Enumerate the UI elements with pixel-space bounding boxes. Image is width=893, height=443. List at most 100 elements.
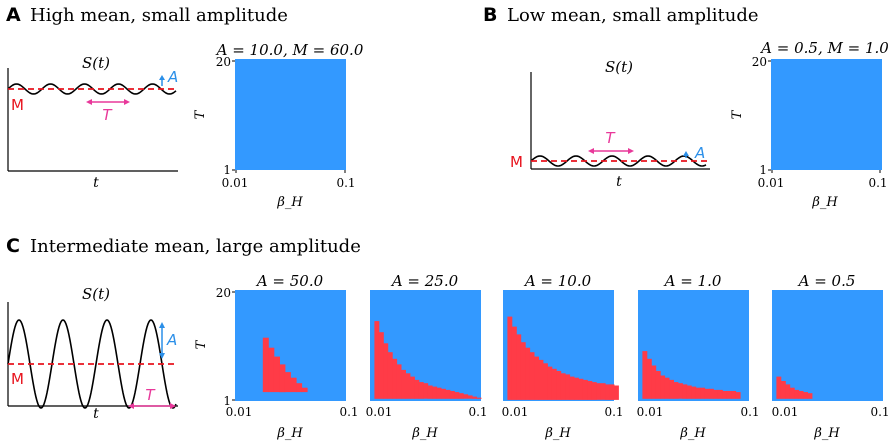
heatmap-b-ylabel: T [730, 109, 745, 119]
schematic-c-period-arrowhead-right [170, 403, 176, 409]
heatmap-red-cell [669, 379, 674, 399]
heatmap-b-background [771, 59, 882, 170]
heatmap-red-cell [427, 385, 433, 399]
heatmap-red-cell [301, 387, 308, 393]
heatmap-a-background [235, 59, 346, 170]
heatmap-red-cell [529, 352, 535, 400]
heatmap-red-cell [284, 372, 291, 393]
heatmap-c4: A = 1.0 0.01 0.1 β_H [637, 272, 760, 441]
schematic-b-amplitude-label: A [694, 144, 705, 162]
schematic-c-curve [7, 319, 177, 409]
heatmap-red-cell [582, 379, 588, 400]
heatmap-red-cell [423, 383, 429, 399]
heatmap-b-title: A = 0.5, M = 1.0 [759, 39, 889, 57]
schematic-c-title: S(t) [82, 285, 110, 303]
schematic-c-amplitude-arrowhead-down [159, 353, 165, 359]
heatmap-red-cell [560, 373, 566, 400]
heatmap-b-ytick-top: 20 [752, 55, 767, 69]
heatmap-red-cell [296, 383, 303, 393]
heatmap-red-cell [574, 377, 579, 400]
heatmap-red-cell [776, 376, 782, 399]
heatmap-c3-title: A = 10.0 [523, 272, 592, 290]
schematic-a-period-arrowhead-left [86, 99, 92, 105]
heatmap-red-cell [803, 392, 808, 399]
heatmap-b: A = 0.5, M = 1.0 20 1 0.01 0.1 β_H T [730, 39, 889, 210]
heatmap-red-cell [642, 351, 648, 399]
heatmap-c3-xtick-right: 0.1 [604, 405, 623, 419]
heatmap-c5-xtick-right: 0.1 [870, 405, 889, 419]
heatmap-red-cell [655, 371, 661, 399]
heatmap-red-cell [591, 382, 597, 400]
heatmap-red-cell [587, 381, 593, 400]
heatmap-a-ytick-top: 20 [216, 55, 231, 69]
heatmap-red-cell [785, 384, 791, 399]
heatmap-a: A = 10.0, M = 60.0 20 1 0.01 0.1 β_H T [193, 41, 364, 210]
heatmap-red-cell [726, 391, 732, 399]
heatmap-red-cell [436, 387, 442, 399]
heatmap-red-cell [609, 384, 615, 400]
heatmap-red-cell [547, 366, 553, 400]
panel-c-letter: C [6, 235, 20, 257]
panel-a-letter: A [6, 4, 21, 26]
heatmap-c1-title: A = 50.0 [255, 272, 324, 290]
schematic-b-period-arrowhead-left [588, 148, 594, 154]
schematic-c: S(t) M A T t [7, 285, 178, 422]
heatmap-c5-xtick-left: 0.01 [772, 405, 799, 419]
heatmap-red-cell [794, 389, 800, 399]
heatmap-red-cell [273, 356, 280, 393]
heatmap-c1-ytick-bottom: 1 [223, 394, 231, 408]
panel-c-title: Intermediate mean, large amplitude [30, 236, 361, 257]
schematic-c-xlabel: t [93, 406, 99, 422]
heatmap-red-cell [722, 391, 728, 399]
heatmap-c1-ylabel: T [194, 339, 209, 349]
heatmap-red-cell [807, 393, 813, 399]
heatmap-red-cell [449, 391, 455, 399]
heatmap-red-cell [432, 386, 438, 399]
heatmap-red-cell [678, 383, 683, 399]
heatmap-c3-xtick-left: 0.01 [502, 405, 529, 419]
heatmap-red-cell [735, 392, 741, 399]
schematic-b: S(t) M A T t [510, 58, 710, 190]
schematic-a-title: S(t) [82, 54, 110, 72]
heatmap-red-cell [279, 364, 286, 393]
heatmap-c2-xlabel: β_H [411, 426, 438, 441]
schematic-c-amplitude-label: A [166, 331, 177, 349]
heatmap-c1-red-region [262, 337, 308, 393]
schematic-c-mean-label: M [11, 370, 24, 388]
heatmap-a-title: A = 10.0, M = 60.0 [215, 41, 364, 59]
heatmap-c4-title: A = 1.0 [663, 272, 722, 290]
heatmap-red-cell [780, 381, 786, 399]
heatmap-c2: A = 25.0 0.01 0.1 β_H [366, 272, 488, 441]
heatmap-red-cell [565, 374, 571, 400]
heatmap-red-cell [534, 356, 539, 400]
schematic-b-curve [530, 155, 707, 167]
heatmap-red-cell [472, 396, 477, 399]
heatmap-a-xlabel: β_H [276, 195, 303, 210]
heatmap-red-cell [467, 395, 473, 399]
panel-a-title: High mean, small amplitude [30, 5, 288, 26]
heatmap-red-cell [511, 326, 517, 400]
heatmap-a-ytick-bottom: 1 [223, 163, 231, 177]
heatmap-red-cell [290, 377, 297, 393]
heatmap-red-cell [614, 385, 619, 400]
heatmap-red-cell [396, 364, 402, 399]
heatmap-c4-xlabel: β_H [679, 426, 706, 441]
heatmap-red-cell [578, 378, 584, 400]
heatmap-red-cell [463, 394, 469, 399]
heatmap-red-cell [374, 321, 380, 399]
heatmap-red-cell [651, 365, 657, 399]
heatmap-c1-xlabel: β_H [276, 426, 303, 441]
heatmap-c4-xtick-left: 0.01 [637, 405, 664, 419]
heatmap-red-cell [418, 382, 424, 399]
heatmap-c2-red-region [374, 321, 482, 399]
heatmap-c1: A = 50.0 20 1 0.01 0.1 β_H T [194, 272, 359, 441]
heatmap-b-xtick-left: 0.01 [758, 176, 785, 190]
heatmap-red-cell [458, 393, 464, 399]
schematic-c-period-arrowhead-left [128, 403, 134, 409]
heatmap-red-cell [686, 385, 692, 399]
heatmap-red-cell [516, 334, 522, 400]
heatmap-red-cell [664, 377, 670, 399]
panel-b-title: Low mean, small amplitude [507, 5, 759, 26]
heatmap-red-cell [717, 389, 723, 399]
schematic-a-amplitude-label: A [167, 68, 178, 86]
